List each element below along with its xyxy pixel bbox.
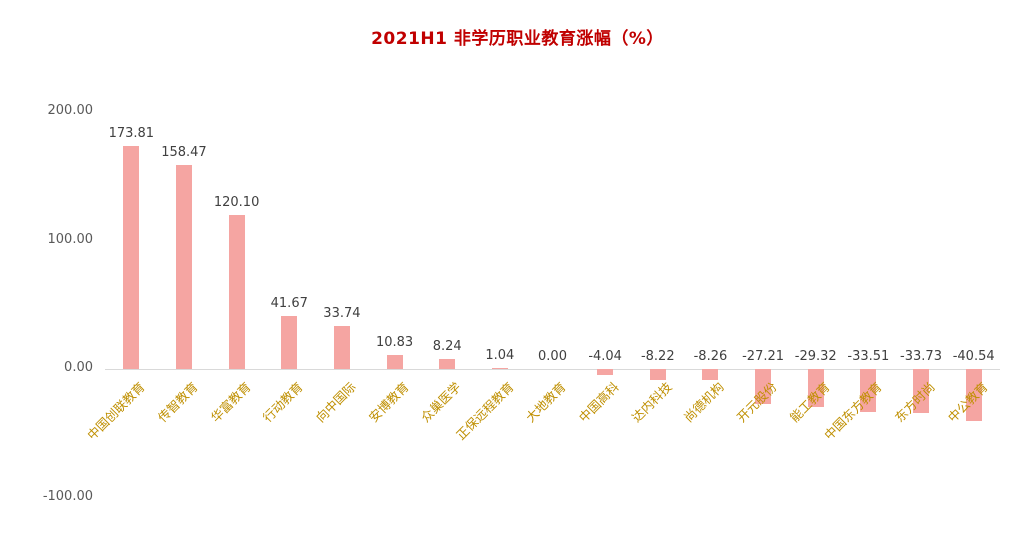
category-label: 向中国际 xyxy=(312,379,359,426)
bar-value-label: 41.67 xyxy=(270,295,308,311)
bar xyxy=(333,325,350,370)
bar xyxy=(755,369,772,405)
bar-value-label: -33.51 xyxy=(847,349,890,365)
y-axis-tick-label: -100.00 xyxy=(42,489,93,504)
bar xyxy=(123,145,140,370)
category-label: 中国高科 xyxy=(575,379,622,426)
bar-value-label: 8.24 xyxy=(432,338,462,354)
bar xyxy=(860,369,877,413)
bar-value-label: -29.32 xyxy=(794,349,837,365)
bar xyxy=(597,369,614,375)
category-label: 传智教育 xyxy=(154,379,201,426)
bar xyxy=(228,214,245,370)
chart-title: 2021H1 非学历职业教育涨幅（%） xyxy=(371,29,664,49)
bar-value-label: 173.81 xyxy=(108,125,155,141)
zero-axis-line xyxy=(105,369,1000,371)
bar xyxy=(965,369,982,422)
bar-value-label: -4.04 xyxy=(588,349,622,365)
y-axis-tick-label: 0.00 xyxy=(64,360,93,376)
bar-value-label: -33.73 xyxy=(900,349,942,365)
y-axis-tick-label: 200.00 xyxy=(47,103,94,118)
y-axis-tick-label: 100.00 xyxy=(47,231,94,247)
bar-value-label: -8.26 xyxy=(693,349,728,365)
bar-value-label: 0.00 xyxy=(538,349,567,365)
category-label: 达内科技 xyxy=(628,379,675,426)
bar xyxy=(913,369,930,413)
bar xyxy=(439,358,456,370)
bar xyxy=(386,355,403,370)
category-label: 安博教育 xyxy=(365,379,412,426)
bar xyxy=(649,369,666,380)
bar xyxy=(702,369,719,380)
bar-value-label: 10.83 xyxy=(375,335,414,351)
bar-value-label: 33.74 xyxy=(323,305,361,321)
bar xyxy=(281,315,298,370)
bar-value-label: -27.21 xyxy=(742,349,785,365)
bar xyxy=(491,367,508,370)
bar-value-label: -8.22 xyxy=(640,349,675,365)
bar xyxy=(175,165,192,370)
category-label: 众巢医学 xyxy=(417,379,464,426)
bar xyxy=(807,369,824,408)
category-label: 行动教育 xyxy=(260,379,306,426)
bar-value-label: 120.10 xyxy=(213,194,260,210)
category-label: 中国创联教育 xyxy=(84,379,149,444)
bar-value-label: -40.54 xyxy=(952,349,995,365)
category-label: 尚德机构 xyxy=(681,379,728,426)
bar-value-label: 1.04 xyxy=(485,347,515,363)
category-label: 大地教育 xyxy=(523,379,570,426)
category-label: 华富教育 xyxy=(207,379,254,426)
bar-value-label: 158.47 xyxy=(161,145,207,161)
